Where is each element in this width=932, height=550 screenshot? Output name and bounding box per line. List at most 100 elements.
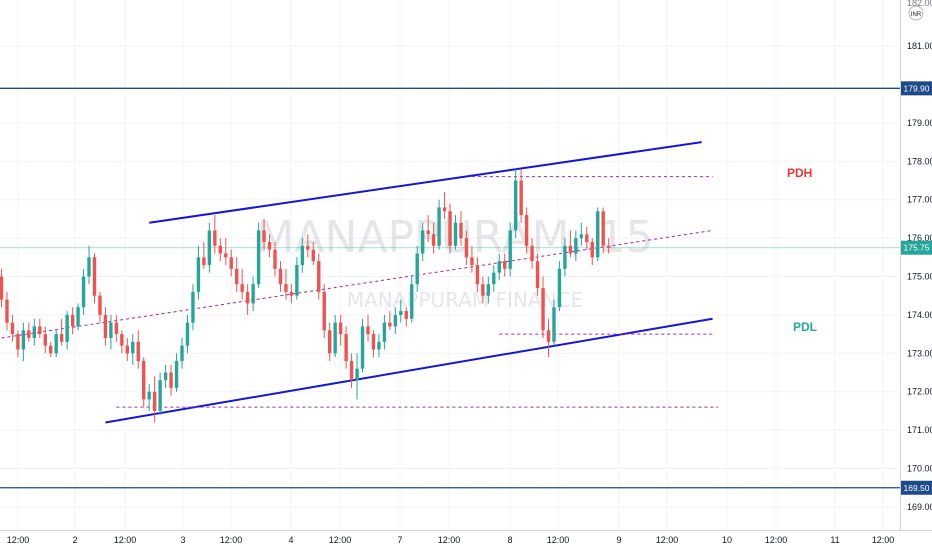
candles [0,168,611,423]
candle-body [546,330,551,342]
candle [245,284,250,315]
candle [481,276,485,304]
y-tick-label: 173.00 [907,348,932,358]
candle [273,241,277,277]
candle-body [344,334,348,362]
candle-body [136,341,140,362]
candle [251,276,255,312]
candle [333,314,337,358]
level-price-tag [901,81,932,96]
candle [377,334,381,358]
candle-body [311,249,315,262]
candle [322,284,326,338]
time-axis[interactable]: 12:00 2 12:00 3 12:00 4 12:00 7 12:00 8 12:00 9 12:0… [0,530,932,550]
candle-body [32,326,37,338]
y-tick-label: 169.00 [907,502,932,512]
candle [54,330,58,358]
candle [431,222,436,254]
candle-body [328,330,332,354]
level-price-tag [901,480,932,495]
candle-body [256,230,261,285]
candle-body [240,284,244,292]
candle [27,322,31,342]
candle-body [103,314,108,338]
x-tick-label: 8 [507,535,512,545]
candle [437,199,441,250]
candle-body [289,291,294,296]
candle [306,234,310,258]
x-tick-label: 12:00 [329,535,352,545]
candle [568,230,573,258]
candle [601,207,605,254]
candle [213,215,217,254]
candle-body [360,326,365,369]
candle [404,307,408,327]
candle [147,384,151,411]
candle [16,330,20,358]
candle-body [59,334,64,342]
candle [349,353,354,388]
candle [563,238,567,277]
candle [448,203,452,254]
candle [415,245,419,292]
candle-body [92,257,97,296]
candle-body [65,314,69,342]
candle [546,318,551,358]
candle-body [273,249,277,269]
candle [218,238,222,262]
candle-body [245,291,250,304]
candle [464,230,469,265]
candle-body [371,334,376,350]
y-tick-label: 178.00 [907,156,932,166]
candle [256,222,261,289]
x-tick-label: 12:00 [114,535,137,545]
candle-body [120,334,124,346]
candle [289,284,294,304]
price-axis[interactable]: INR 169.00 170.00 171.00 172.00 173.00 174.00… [900,0,932,530]
candle [109,314,113,350]
x-tick-label: 10 [722,535,732,545]
candle [103,307,108,346]
x-tick-label: 7 [397,535,402,545]
candle [87,245,91,285]
candle-body [579,234,584,239]
candle [426,215,430,242]
candle-body [251,284,255,304]
candle [552,299,556,346]
candle-body [475,265,480,285]
candle-body [21,330,26,350]
pdh-annotation: PDH [787,166,812,180]
candle-body [300,245,305,265]
candle [579,222,584,246]
candle-body [158,380,162,411]
candle [388,311,392,331]
trendline-channel-bottom [105,317,713,424]
candle [196,245,201,300]
y-tick-label: 171.00 [907,425,932,435]
candle [295,257,299,300]
currency-icon[interactable] [908,5,924,21]
candle [311,241,315,265]
candle [519,168,523,223]
candle [596,207,600,262]
candle-body [541,288,545,331]
candle [328,322,332,362]
x-tick-label: 11 [830,535,839,545]
x-tick-label: 3 [180,535,185,545]
candle [142,357,146,408]
candle-body [38,326,42,335]
candle-body [322,291,326,331]
candle-body [590,241,594,258]
candle-body [503,261,507,269]
candle [470,245,474,273]
candle-body [393,314,398,327]
candle-body [606,245,611,248]
candle-body [152,391,157,411]
candle-body [377,341,381,350]
y-tick-label: 175.00 [907,272,932,282]
candle [235,257,239,292]
candle [10,314,15,342]
candle-body [317,261,321,292]
level-price-label: 169.50 [904,483,930,493]
